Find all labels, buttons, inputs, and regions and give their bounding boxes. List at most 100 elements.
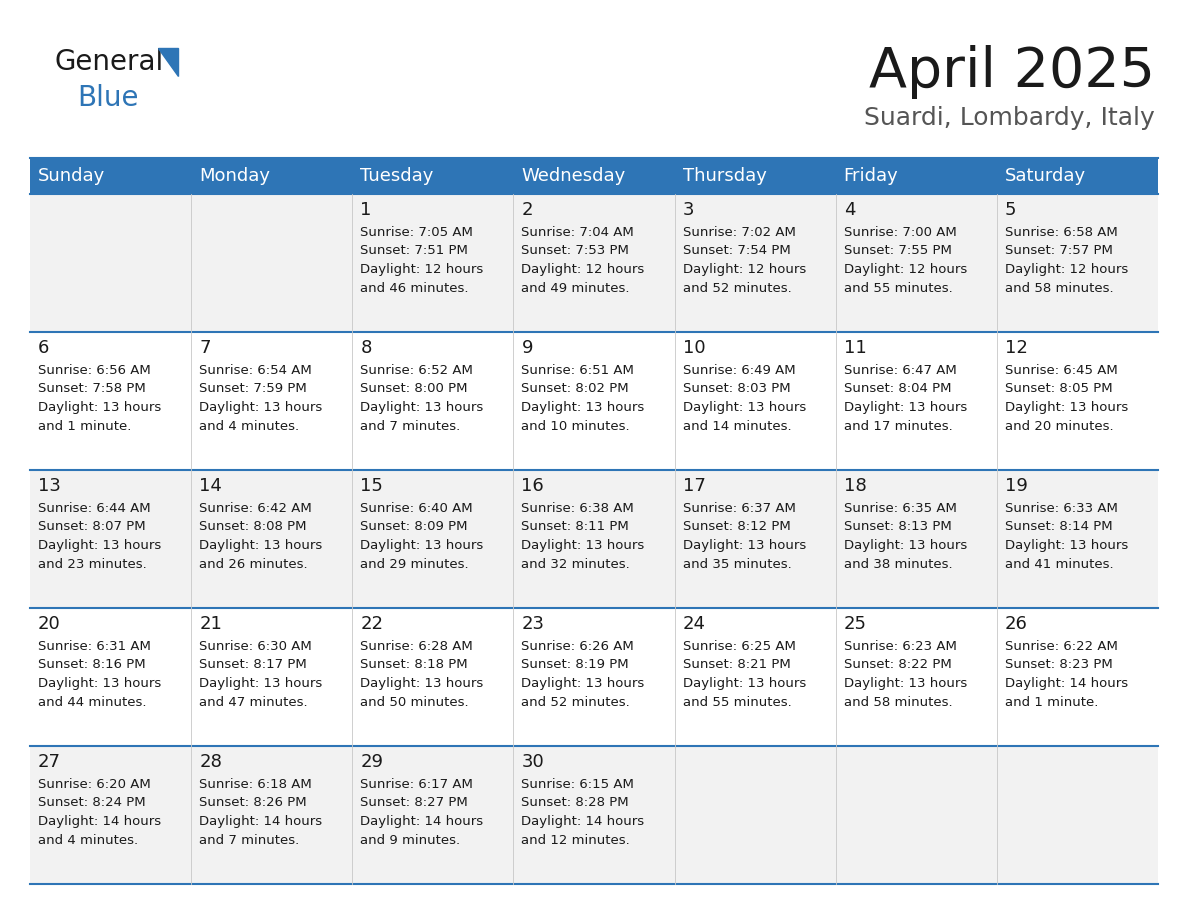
Text: Tuesday: Tuesday <box>360 167 434 185</box>
Text: Sunset: 7:58 PM: Sunset: 7:58 PM <box>38 383 146 396</box>
Text: Sunset: 8:24 PM: Sunset: 8:24 PM <box>38 797 146 810</box>
Text: and 7 minutes.: and 7 minutes. <box>200 834 299 847</box>
Text: Sunset: 7:54 PM: Sunset: 7:54 PM <box>683 244 790 258</box>
Text: and 20 minutes.: and 20 minutes. <box>1005 420 1113 433</box>
Text: Daylight: 14 hours: Daylight: 14 hours <box>38 815 162 829</box>
Polygon shape <box>158 48 178 76</box>
Text: Daylight: 14 hours: Daylight: 14 hours <box>522 815 645 829</box>
Text: and 14 minutes.: and 14 minutes. <box>683 420 791 433</box>
Text: 8: 8 <box>360 339 372 357</box>
Text: Sunrise: 6:56 AM: Sunrise: 6:56 AM <box>38 364 151 376</box>
Text: Saturday: Saturday <box>1005 167 1086 185</box>
Text: and 7 minutes.: and 7 minutes. <box>360 420 461 433</box>
Text: and 32 minutes.: and 32 minutes. <box>522 558 630 572</box>
Text: Daylight: 13 hours: Daylight: 13 hours <box>360 540 484 553</box>
Text: Sunset: 8:04 PM: Sunset: 8:04 PM <box>843 383 952 396</box>
Text: Sunrise: 6:54 AM: Sunrise: 6:54 AM <box>200 364 312 376</box>
Text: Daylight: 13 hours: Daylight: 13 hours <box>360 401 484 415</box>
Text: 22: 22 <box>360 615 384 633</box>
Text: Sunday: Sunday <box>38 167 106 185</box>
Text: 24: 24 <box>683 615 706 633</box>
Text: Sunrise: 6:22 AM: Sunrise: 6:22 AM <box>1005 640 1118 653</box>
Text: Daylight: 13 hours: Daylight: 13 hours <box>683 540 805 553</box>
Text: and 52 minutes.: and 52 minutes. <box>522 697 630 710</box>
Text: 17: 17 <box>683 477 706 495</box>
Text: Sunset: 8:17 PM: Sunset: 8:17 PM <box>200 658 307 671</box>
Text: Sunrise: 6:52 AM: Sunrise: 6:52 AM <box>360 364 473 376</box>
Text: Sunrise: 7:00 AM: Sunrise: 7:00 AM <box>843 226 956 239</box>
Text: Sunrise: 6:18 AM: Sunrise: 6:18 AM <box>200 778 312 790</box>
Text: Daylight: 13 hours: Daylight: 13 hours <box>683 677 805 690</box>
Text: and 4 minutes.: and 4 minutes. <box>38 834 138 847</box>
Text: and 55 minutes.: and 55 minutes. <box>843 283 953 296</box>
Text: Sunset: 8:00 PM: Sunset: 8:00 PM <box>360 383 468 396</box>
Text: and 1 minute.: and 1 minute. <box>1005 697 1098 710</box>
Text: April 2025: April 2025 <box>868 45 1155 99</box>
Text: Daylight: 13 hours: Daylight: 13 hours <box>1005 401 1129 415</box>
Text: Sunset: 7:51 PM: Sunset: 7:51 PM <box>360 244 468 258</box>
Text: Sunrise: 6:51 AM: Sunrise: 6:51 AM <box>522 364 634 376</box>
Text: 14: 14 <box>200 477 222 495</box>
Text: Daylight: 13 hours: Daylight: 13 hours <box>522 677 645 690</box>
Text: 19: 19 <box>1005 477 1028 495</box>
Text: Sunset: 8:12 PM: Sunset: 8:12 PM <box>683 521 790 533</box>
Text: Sunset: 8:28 PM: Sunset: 8:28 PM <box>522 797 630 810</box>
Text: Daylight: 12 hours: Daylight: 12 hours <box>360 263 484 276</box>
Text: and 12 minutes.: and 12 minutes. <box>522 834 630 847</box>
Text: Daylight: 13 hours: Daylight: 13 hours <box>200 677 322 690</box>
Text: General: General <box>55 48 164 76</box>
Text: Wednesday: Wednesday <box>522 167 626 185</box>
Text: Sunset: 8:22 PM: Sunset: 8:22 PM <box>843 658 952 671</box>
Text: Sunrise: 6:25 AM: Sunrise: 6:25 AM <box>683 640 796 653</box>
Text: Sunset: 7:53 PM: Sunset: 7:53 PM <box>522 244 630 258</box>
Text: Sunset: 7:59 PM: Sunset: 7:59 PM <box>200 383 307 396</box>
Text: 21: 21 <box>200 615 222 633</box>
Text: 20: 20 <box>38 615 61 633</box>
Text: 29: 29 <box>360 753 384 771</box>
Text: 18: 18 <box>843 477 866 495</box>
Text: 23: 23 <box>522 615 544 633</box>
Text: Daylight: 14 hours: Daylight: 14 hours <box>360 815 484 829</box>
Text: Daylight: 13 hours: Daylight: 13 hours <box>522 540 645 553</box>
Text: Daylight: 12 hours: Daylight: 12 hours <box>843 263 967 276</box>
Text: Sunset: 8:13 PM: Sunset: 8:13 PM <box>843 521 952 533</box>
Text: Sunset: 8:02 PM: Sunset: 8:02 PM <box>522 383 630 396</box>
Text: and 38 minutes.: and 38 minutes. <box>843 558 953 572</box>
Text: Sunset: 7:55 PM: Sunset: 7:55 PM <box>843 244 952 258</box>
Text: Sunset: 8:14 PM: Sunset: 8:14 PM <box>1005 521 1112 533</box>
Text: 4: 4 <box>843 201 855 219</box>
Bar <box>30 608 1158 746</box>
Text: and 47 minutes.: and 47 minutes. <box>200 697 308 710</box>
Text: Daylight: 13 hours: Daylight: 13 hours <box>843 540 967 553</box>
Text: Friday: Friday <box>843 167 898 185</box>
Text: Daylight: 12 hours: Daylight: 12 hours <box>522 263 645 276</box>
Text: Sunrise: 6:23 AM: Sunrise: 6:23 AM <box>843 640 956 653</box>
Text: Sunset: 8:11 PM: Sunset: 8:11 PM <box>522 521 630 533</box>
Text: Daylight: 12 hours: Daylight: 12 hours <box>683 263 805 276</box>
Text: 30: 30 <box>522 753 544 771</box>
Text: Daylight: 13 hours: Daylight: 13 hours <box>200 401 322 415</box>
Text: 3: 3 <box>683 201 694 219</box>
Text: Daylight: 14 hours: Daylight: 14 hours <box>1005 677 1127 690</box>
Bar <box>30 158 1158 194</box>
Text: Sunset: 7:57 PM: Sunset: 7:57 PM <box>1005 244 1113 258</box>
Text: Monday: Monday <box>200 167 270 185</box>
Text: and 55 minutes.: and 55 minutes. <box>683 697 791 710</box>
Text: Blue: Blue <box>77 84 139 112</box>
Text: Sunrise: 6:15 AM: Sunrise: 6:15 AM <box>522 778 634 790</box>
Bar <box>30 194 1158 332</box>
Text: Sunset: 8:16 PM: Sunset: 8:16 PM <box>38 658 146 671</box>
Text: Daylight: 13 hours: Daylight: 13 hours <box>38 401 162 415</box>
Text: and 1 minute.: and 1 minute. <box>38 420 132 433</box>
Bar <box>30 470 1158 608</box>
Text: Daylight: 13 hours: Daylight: 13 hours <box>38 540 162 553</box>
Text: Sunrise: 6:20 AM: Sunrise: 6:20 AM <box>38 778 151 790</box>
Text: and 49 minutes.: and 49 minutes. <box>522 283 630 296</box>
Text: and 58 minutes.: and 58 minutes. <box>1005 283 1113 296</box>
Text: Daylight: 12 hours: Daylight: 12 hours <box>1005 263 1129 276</box>
Text: Daylight: 13 hours: Daylight: 13 hours <box>1005 540 1129 553</box>
Text: Sunrise: 6:31 AM: Sunrise: 6:31 AM <box>38 640 151 653</box>
Text: Thursday: Thursday <box>683 167 766 185</box>
Text: and 41 minutes.: and 41 minutes. <box>1005 558 1113 572</box>
Text: and 46 minutes.: and 46 minutes. <box>360 283 469 296</box>
